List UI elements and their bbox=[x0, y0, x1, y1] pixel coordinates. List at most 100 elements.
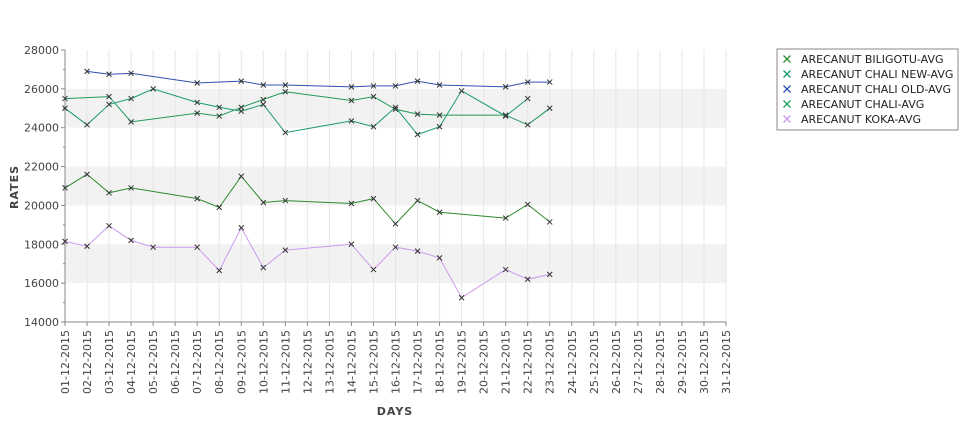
legend-entry: ARECANUT CHALI NEW-AVG bbox=[801, 68, 953, 81]
data-point bbox=[524, 121, 531, 128]
data-point bbox=[524, 95, 531, 102]
legend-box bbox=[776, 48, 959, 131]
data-point bbox=[414, 78, 421, 84]
legend-marker bbox=[783, 100, 791, 108]
data-point bbox=[238, 78, 245, 84]
data-point bbox=[436, 255, 443, 261]
x-tick-label: 16-12-2015 bbox=[390, 330, 403, 394]
data-point bbox=[84, 68, 90, 75]
legend-marker bbox=[783, 115, 791, 123]
data-point bbox=[524, 201, 531, 208]
data-point bbox=[216, 113, 223, 119]
data-point bbox=[238, 224, 245, 231]
data-point bbox=[370, 195, 377, 202]
data-point bbox=[524, 79, 531, 85]
data-point bbox=[194, 110, 201, 116]
series bbox=[84, 68, 553, 90]
y-tick-label: 20000 bbox=[24, 199, 59, 212]
y-axis-ticks: 14000 16000 18000 20000 22000 24000 26000 28000 bbox=[24, 44, 65, 329]
data-point bbox=[502, 84, 509, 90]
series bbox=[62, 86, 531, 138]
legend: ARECANUT BILIGOTU-AVG ARECANUT CHALI NEW-… bbox=[776, 48, 959, 131]
data-point bbox=[106, 93, 112, 100]
x-tick-label: 29-12-2015 bbox=[676, 330, 689, 394]
x-tick-label: 15-12-2015 bbox=[367, 330, 380, 394]
x-tick-label: 19-12-2015 bbox=[456, 330, 469, 394]
x-tick-label: 31-12-2015 bbox=[720, 330, 733, 394]
data-point bbox=[348, 200, 355, 207]
data-point bbox=[194, 195, 201, 202]
x-axis-title: DAYS bbox=[377, 405, 413, 418]
data-point bbox=[370, 266, 377, 273]
data-point bbox=[458, 294, 465, 301]
data-point bbox=[524, 276, 531, 283]
series bbox=[62, 88, 553, 128]
data-point bbox=[458, 87, 465, 94]
data-point bbox=[282, 197, 289, 204]
data-point bbox=[392, 244, 399, 251]
data-point bbox=[260, 199, 267, 206]
data-point bbox=[128, 185, 134, 191]
data-point bbox=[546, 105, 553, 112]
data-point bbox=[370, 93, 377, 100]
data-point bbox=[260, 82, 267, 88]
y-tick-label: 14000 bbox=[24, 316, 59, 329]
x-tick-label: 02-12-2015 bbox=[81, 330, 94, 394]
data-point bbox=[546, 219, 553, 225]
data-point bbox=[194, 99, 201, 106]
x-axis-ticks: 01-12-2015 02-12-2015 03-12-2015 04-12-2015… bbox=[59, 322, 733, 394]
x-tick-label: 21-12-2015 bbox=[500, 330, 513, 394]
data-point bbox=[260, 101, 267, 108]
data-point bbox=[282, 82, 289, 88]
data-point bbox=[436, 123, 443, 130]
legend-entry: ARECANUT BILIGOTU-AVG bbox=[801, 53, 944, 66]
x-tick-label: 03-12-2015 bbox=[103, 330, 116, 394]
data-point bbox=[128, 95, 134, 102]
x-tick-label: 08-12-2015 bbox=[213, 330, 226, 394]
x-tick-label: 14-12-2015 bbox=[345, 330, 358, 394]
data-point bbox=[414, 248, 421, 254]
x-tick-label: 09-12-2015 bbox=[235, 330, 248, 394]
data-point bbox=[84, 121, 90, 128]
x-tick-label: 07-12-2015 bbox=[191, 330, 204, 394]
legend-marker bbox=[783, 85, 791, 93]
series-layer bbox=[62, 68, 553, 301]
y-tick-label: 16000 bbox=[24, 277, 59, 290]
series-line bbox=[86, 70, 550, 88]
data-point bbox=[106, 71, 112, 78]
data-point bbox=[414, 131, 421, 138]
data-point bbox=[150, 244, 156, 251]
y-tick-label: 22000 bbox=[24, 161, 59, 174]
data-point bbox=[348, 84, 355, 90]
x-tick-label: 05-12-2015 bbox=[147, 330, 160, 394]
legend-entry: ARECANUT CHALI-AVG bbox=[801, 98, 924, 111]
y-tick-label: 18000 bbox=[24, 238, 59, 251]
data-point bbox=[414, 111, 421, 117]
data-point bbox=[436, 82, 443, 88]
data-point bbox=[106, 189, 112, 196]
data-point bbox=[370, 83, 377, 89]
data-point bbox=[348, 97, 355, 104]
data-point bbox=[128, 119, 134, 125]
data-point bbox=[392, 83, 399, 89]
data-point bbox=[194, 80, 201, 86]
x-tick-label: 11-12-2015 bbox=[279, 330, 292, 394]
data-point bbox=[546, 271, 553, 278]
data-point bbox=[502, 113, 509, 119]
data-point bbox=[370, 123, 377, 130]
data-point bbox=[436, 209, 443, 216]
x-tick-label: 20-12-2015 bbox=[478, 330, 491, 394]
x-tick-label: 27-12-2015 bbox=[632, 330, 645, 394]
series bbox=[62, 222, 553, 301]
data-point bbox=[502, 112, 509, 118]
x-tick-label: 18-12-2015 bbox=[434, 330, 447, 394]
x-tick-label: 24-12-2015 bbox=[566, 330, 579, 394]
x-tick-label: 06-12-2015 bbox=[169, 330, 182, 394]
data-point bbox=[106, 101, 112, 108]
x-tick-label: 28-12-2015 bbox=[654, 330, 667, 394]
legend-entry: ARECANUT CHALI OLD-AVG bbox=[801, 83, 951, 96]
data-point bbox=[392, 104, 399, 111]
data-point bbox=[546, 79, 553, 85]
series bbox=[62, 171, 553, 227]
data-point bbox=[260, 264, 267, 271]
